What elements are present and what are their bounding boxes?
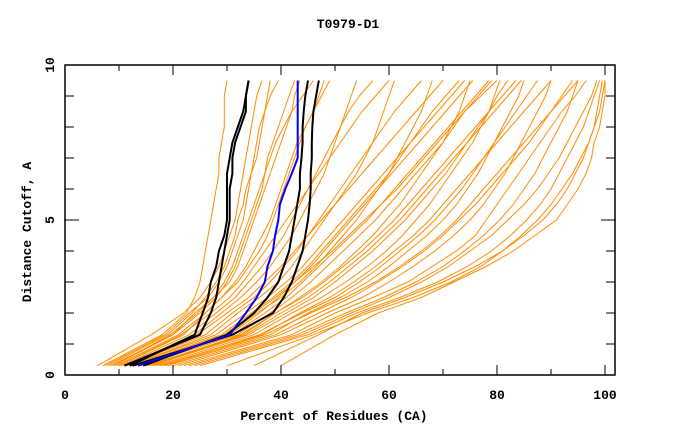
series-line-model-09 bbox=[145, 80, 471, 367]
series-line-model-16 bbox=[183, 80, 587, 367]
series-line-ref-1 bbox=[129, 80, 250, 367]
series-line-model-33 bbox=[143, 80, 474, 367]
x-tick-label: 40 bbox=[273, 388, 289, 403]
series-line-model-18 bbox=[151, 80, 509, 367]
x-tick-label: 20 bbox=[165, 388, 181, 403]
ticks-layer: 0 20 40 60 80 100 0 5 10 bbox=[43, 57, 617, 403]
series-line-ref-2 bbox=[124, 80, 250, 367]
series-line-model-17 bbox=[162, 80, 538, 367]
series-line-model-32 bbox=[226, 80, 606, 367]
series-line-model-39 bbox=[113, 80, 314, 367]
series-line-model-12 bbox=[178, 80, 552, 367]
series-line-model-27 bbox=[148, 80, 522, 367]
series-layer bbox=[97, 80, 606, 367]
x-axis-label: Percent of Residues (CA) bbox=[240, 409, 427, 424]
series-line-ref-3 bbox=[142, 80, 309, 367]
series-line-model-38 bbox=[129, 80, 465, 367]
series-line-model-19 bbox=[140, 80, 492, 367]
series-line-model-20 bbox=[132, 80, 460, 367]
x-tick-label: 100 bbox=[593, 388, 617, 403]
series-line-model-40 bbox=[135, 80, 498, 367]
series-line-model-10 bbox=[156, 80, 501, 367]
series-line-model-21 bbox=[126, 80, 422, 367]
x-tick-label: 80 bbox=[489, 388, 505, 403]
series-line-model-34 bbox=[153, 80, 517, 367]
y-tick-label: 0 bbox=[43, 371, 58, 379]
series-line-model-08 bbox=[135, 80, 433, 367]
series-line-model-36 bbox=[118, 80, 390, 367]
y-axis-label: Distance Cutoff, A bbox=[20, 162, 35, 303]
series-line-model-35 bbox=[164, 80, 579, 367]
chart-title: T0979-D1 bbox=[317, 17, 380, 32]
series-line-model-11 bbox=[167, 80, 525, 367]
series-line-model-01 bbox=[97, 80, 263, 367]
series-line-model-24 bbox=[110, 80, 295, 367]
series-line-model-14 bbox=[199, 80, 601, 367]
series-line-model-02 bbox=[102, 80, 228, 367]
x-tick-label: 0 bbox=[61, 388, 69, 403]
series-line-highlight bbox=[137, 80, 299, 367]
series-line-model-13 bbox=[189, 80, 579, 367]
y-tick-label: 10 bbox=[43, 57, 58, 73]
series-line-model-30 bbox=[194, 80, 598, 367]
series-line-model-37 bbox=[124, 80, 444, 367]
series-line-ref-4 bbox=[132, 80, 320, 367]
y-tick-label: 5 bbox=[43, 216, 58, 224]
x-tick-label: 60 bbox=[381, 388, 397, 403]
plot-frame bbox=[64, 64, 616, 376]
series-line-model-28 bbox=[159, 80, 552, 367]
series-line-model-29 bbox=[172, 80, 574, 367]
series-line-model-25 bbox=[105, 80, 279, 367]
series-line-model-15 bbox=[280, 80, 606, 367]
series-line-model-23 bbox=[116, 80, 331, 367]
series-line-model-03 bbox=[107, 80, 271, 367]
